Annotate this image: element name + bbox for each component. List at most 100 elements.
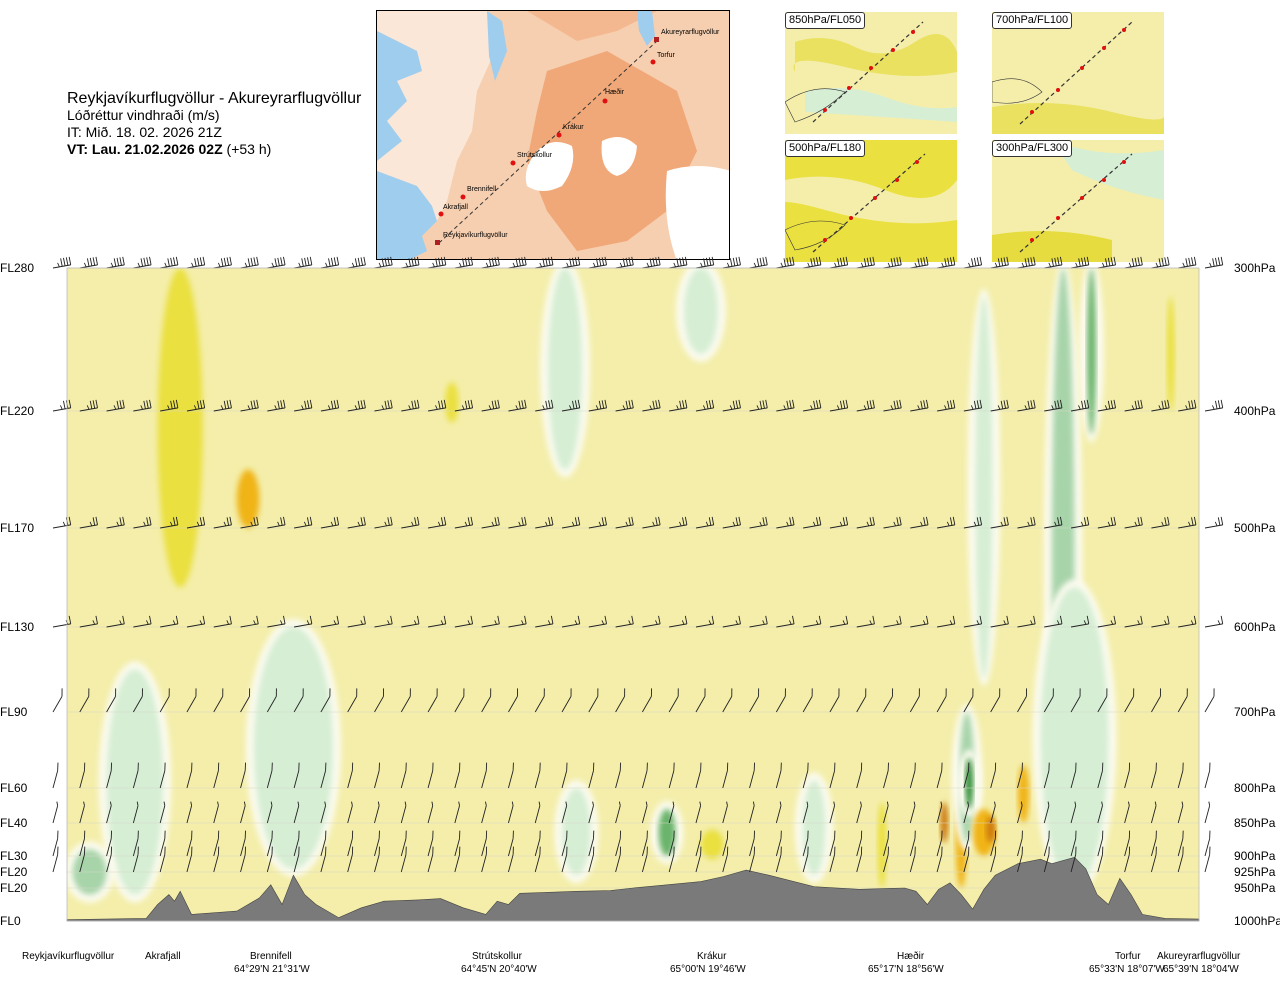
inset-700hpa[interactable]: 700hPa/FL100 [992,12,1164,134]
wind-barb [401,516,420,529]
wind-barb [52,846,59,873]
wind-barb [1177,846,1184,873]
wind-barb [990,688,1001,713]
wind-barb [963,830,970,857]
wind-barb [293,762,300,789]
inset-850hpa[interactable]: 850hPa/FL050 [785,12,957,134]
wind-barb [1017,256,1036,269]
wind-barb [1177,830,1184,857]
wind-barb [856,762,863,789]
wind-barb [1178,256,1197,269]
wind-barb [963,846,970,873]
wind-barb [615,830,622,857]
wind-barb [910,399,929,412]
location-name: Strútskollur [472,951,523,962]
wind-barb [669,516,688,529]
flight-level-label: FL130 [0,620,35,634]
flight-level-label: FL40 [0,816,28,830]
inset-300hpa[interactable]: 300hPa/FL300 [992,140,1164,262]
wind-barb [722,762,729,789]
wind-barb [803,256,822,269]
wind-barb [1178,615,1197,628]
wind-barb [481,762,488,789]
route-map: Akureyrarflugvöllur Torfur Hæðir Krákur … [376,10,730,260]
wind-barb [320,516,340,529]
wind-barb [856,516,875,529]
wind-barb [293,801,300,824]
wind-barb [508,688,518,713]
wind-barb [1017,516,1036,529]
vertical-wind-feature [1086,268,1096,435]
wind-barb [454,688,465,713]
pressure-level-label: 400hPa [1234,404,1276,418]
wind-barb [1178,399,1197,412]
wind-barb [722,830,729,857]
wind-barb [508,256,527,269]
wind-barb [52,801,59,824]
map-label-akrafjall: Akrafjall [443,204,468,211]
vertical-wind-feature [802,780,826,876]
wind-barb [668,801,675,824]
wind-barb [427,399,447,412]
vertical-wind-feature [1017,765,1030,823]
wind-barb [1204,256,1224,269]
wind-barb [52,399,72,412]
wind-barb [669,615,688,628]
wind-barb [856,399,875,412]
wind-barb [990,830,997,857]
wind-barb [669,399,688,412]
wind-barb [133,516,152,529]
wind-barb [132,688,143,713]
wind-barb [776,399,795,412]
wind-barb [910,256,929,269]
wind-barbs [52,256,1224,873]
location-coords: 64°29'N 21°31'W [234,964,310,975]
wind-barb [320,399,340,412]
wind-barb [160,256,179,269]
wind-barb [374,256,393,269]
wind-barb [990,801,996,824]
terrain-profile [66,856,1200,922]
wind-barb [186,688,197,713]
wind-barb [320,801,327,824]
wind-barb [829,399,849,412]
inset-500hpa[interactable]: 500hPa/FL180 [785,140,957,262]
wind-barb [535,399,554,412]
inset-500hpa-label: 500hPa/FL180 [785,140,866,157]
wind-barb [1017,846,1023,873]
wind-barb [213,399,232,412]
wind-barb [213,688,224,713]
wind-barb [776,256,795,269]
wind-barb [454,762,461,789]
location-name: Akureyrarflugvöllur [1157,951,1241,962]
wind-barb [910,516,929,529]
vertical-wind-feature [1166,296,1175,411]
valid-time-line: VT: Lau. 21.02.2026 02Z (+53 h) [67,141,361,158]
wind-barb [454,846,461,873]
wind-barb [79,399,98,412]
wind-barb [722,615,741,628]
wind-barb [401,256,420,269]
wind-barb [642,615,661,628]
map-label-reykjavik: Reykjavíkurflugvöllur [443,232,508,239]
wind-barb [588,256,607,269]
wind-barb [990,762,997,789]
vertical-wind-field [67,268,1199,921]
wind-barb [400,846,407,873]
wind-barb [1150,846,1157,873]
wind-barb [79,256,98,269]
vertical-wind-feature [986,816,996,843]
vertical-wind-feature [445,382,459,423]
wind-barb [79,762,86,789]
pressure-level-label: 850hPa [1234,816,1276,830]
wind-barb [588,516,607,529]
wind-barb [883,516,902,529]
wind-barb [374,846,380,873]
wind-barb [534,801,541,824]
wind-barb [508,615,527,628]
wind-barb [534,846,541,873]
wind-barb [803,399,822,412]
wind-barb [213,762,220,789]
wind-barb [722,688,733,713]
wind-barb [186,801,193,824]
